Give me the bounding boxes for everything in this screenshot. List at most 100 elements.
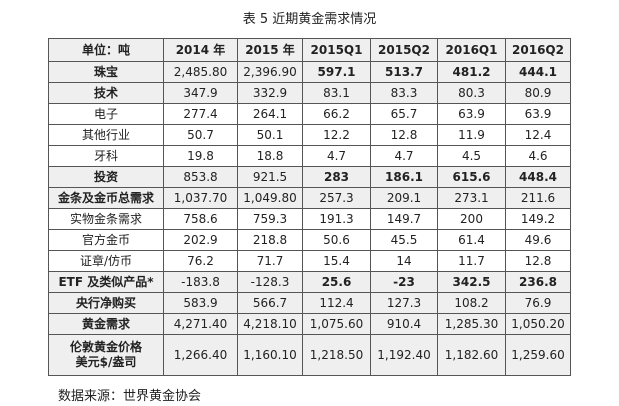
table-cell: 108.2 xyxy=(437,292,506,314)
table-cell: 186.1 xyxy=(370,166,438,188)
table-cell: 1,050.20 xyxy=(505,313,571,335)
table-cell: 191.3 xyxy=(302,208,371,230)
table-cell: 49.6 xyxy=(505,229,571,251)
row-label: 电子 xyxy=(48,103,164,125)
table-cell: 759.3 xyxy=(237,208,303,230)
table-cell: 1,075.60 xyxy=(302,313,371,335)
table-cell: -128.3 xyxy=(237,271,303,293)
table-cell: 4,218.10 xyxy=(237,313,303,335)
table-cell: 257.3 xyxy=(302,187,371,209)
table-cell: 1,049.80 xyxy=(237,187,303,209)
table-cell: 236.8 xyxy=(505,271,571,293)
table-row: 技术 347.9 332.9 83.1 83.3 80.3 80.9 xyxy=(48,82,571,104)
source-note: 数据来源：世界黄金协会 xyxy=(58,389,202,404)
column-header: 2016Q2 xyxy=(505,38,571,62)
table-cell: 12.8 xyxy=(370,124,438,146)
table-cell: 66.2 xyxy=(302,103,371,125)
table-cell: 127.3 xyxy=(370,292,438,314)
row-label: 证章/仿币 xyxy=(48,250,164,272)
table-cell: 149.2 xyxy=(505,208,571,230)
table-cell: 615.6 xyxy=(437,166,506,188)
table-cell: 347.9 xyxy=(163,82,238,104)
table-cell: 583.9 xyxy=(163,292,238,314)
table-cell: 61.4 xyxy=(437,229,506,251)
table-cell: 50.6 xyxy=(302,229,371,251)
table-cell: 209.1 xyxy=(370,187,438,209)
table-cell: 332.9 xyxy=(237,82,303,104)
table-cell: 83.3 xyxy=(370,82,438,104)
table-cell: 4.5 xyxy=(437,145,506,167)
column-header: 2015Q2 xyxy=(370,38,438,62)
table-row: 实物金条需求 758.6 759.3 191.3 149.7 200 149.2 xyxy=(48,208,571,230)
table-cell: 1,192.40 xyxy=(370,334,438,376)
table-cell: 211.6 xyxy=(505,187,571,209)
table-cell: 2,396.90 xyxy=(237,61,303,83)
table-row: 电子 277.4 264.1 66.2 65.7 63.9 63.9 xyxy=(48,103,571,125)
table-cell: 513.7 xyxy=(370,61,438,83)
table-row: 投资 853.8 921.5 283 186.1 615.6 448.4 xyxy=(48,166,571,188)
table-cell: 149.7 xyxy=(370,208,438,230)
table-cell: 83.1 xyxy=(302,82,371,104)
column-header: 2016Q1 xyxy=(437,38,506,62)
table-cell: 11.7 xyxy=(437,250,506,272)
header-row: 单位：吨 2014 年 2015 年 2015Q1 2015Q2 2016Q1 2016Q2 xyxy=(48,38,571,62)
table-cell: 910.4 xyxy=(370,313,438,335)
table-cell: 4.7 xyxy=(370,145,438,167)
table-cell: 18.8 xyxy=(237,145,303,167)
table-cell: 444.1 xyxy=(505,61,571,83)
table-cell: 1,218.50 xyxy=(302,334,371,376)
table-cell: -23 xyxy=(370,271,438,293)
row-label: 黄金需求 xyxy=(48,313,164,335)
table-cell: 45.5 xyxy=(370,229,438,251)
table-cell: 19.8 xyxy=(163,145,238,167)
table-row: 黄金需求 4,271.40 4,218.10 1,075.60 910.4 1,285.3… xyxy=(48,313,571,335)
table-cell: 63.9 xyxy=(437,103,506,125)
table-cell: 50.7 xyxy=(163,124,238,146)
table-cell: 63.9 xyxy=(505,103,571,125)
table-cell: 4.7 xyxy=(302,145,371,167)
row-label: 金条及金币总需求 xyxy=(48,187,164,209)
table-cell: 12.4 xyxy=(505,124,571,146)
table-cell: -183.8 xyxy=(163,271,238,293)
table-cell: 112.4 xyxy=(302,292,371,314)
table-cell: 76.9 xyxy=(505,292,571,314)
table-cell: 1,266.40 xyxy=(163,334,238,376)
demand-table: 单位：吨 2014 年 2015 年 2015Q1 2015Q2 2016Q1 2016Q2… xyxy=(48,38,571,376)
row-label: 官方金币 xyxy=(48,229,164,251)
table-cell: 1,259.60 xyxy=(505,334,571,376)
table-cell: 448.4 xyxy=(505,166,571,188)
table-cell: 283 xyxy=(302,166,371,188)
table-cell: 15.4 xyxy=(302,250,371,272)
table-cell: 11.9 xyxy=(437,124,506,146)
table-cell: 12.2 xyxy=(302,124,371,146)
table-cell: 4.6 xyxy=(505,145,571,167)
table-cell: 202.9 xyxy=(163,229,238,251)
table-row: 官方金币 202.9 218.8 50.6 45.5 61.4 49.6 xyxy=(48,229,571,251)
table-row: 证章/仿币 76.2 71.7 15.4 14 11.7 12.8 xyxy=(48,250,571,272)
table-cell: 597.1 xyxy=(302,61,371,83)
column-header: 2015 年 xyxy=(237,38,303,62)
table-cell: 65.7 xyxy=(370,103,438,125)
column-header: 单位：吨 xyxy=(48,38,164,62)
row-label: ETF 及类似产品* xyxy=(48,271,164,293)
table-cell: 50.1 xyxy=(237,124,303,146)
table-row: 其他行业 50.7 50.1 12.2 12.8 11.9 12.4 xyxy=(48,124,571,146)
row-label: 珠宝 xyxy=(48,61,164,83)
table-cell: 218.8 xyxy=(237,229,303,251)
table-row: 伦敦黄金价格 美元$/盎司 1,266.40 1,160.10 1,218.50 1,1… xyxy=(48,334,571,376)
column-header: 2015Q1 xyxy=(302,38,371,62)
table-cell: 1,182.60 xyxy=(437,334,506,376)
row-label: 央行净购买 xyxy=(48,292,164,314)
table-cell: 2,485.80 xyxy=(163,61,238,83)
table-cell: 1,037.70 xyxy=(163,187,238,209)
table-cell: 273.1 xyxy=(437,187,506,209)
table-cell: 1,285.30 xyxy=(437,313,506,335)
title: 表 5 近期黄金需求情况 xyxy=(242,12,377,27)
table-cell: 4,271.40 xyxy=(163,313,238,335)
table-row: 金条及金币总需求 1,037.70 1,049.80 257.3 209.1 273.1 2… xyxy=(48,187,571,209)
table-cell: 342.5 xyxy=(437,271,506,293)
table-cell: 853.8 xyxy=(163,166,238,188)
table-row: 央行净购买 583.9 566.7 112.4 127.3 108.2 76.9 xyxy=(48,292,571,314)
table-row: 牙科 19.8 18.8 4.7 4.7 4.5 4.6 xyxy=(48,145,571,167)
